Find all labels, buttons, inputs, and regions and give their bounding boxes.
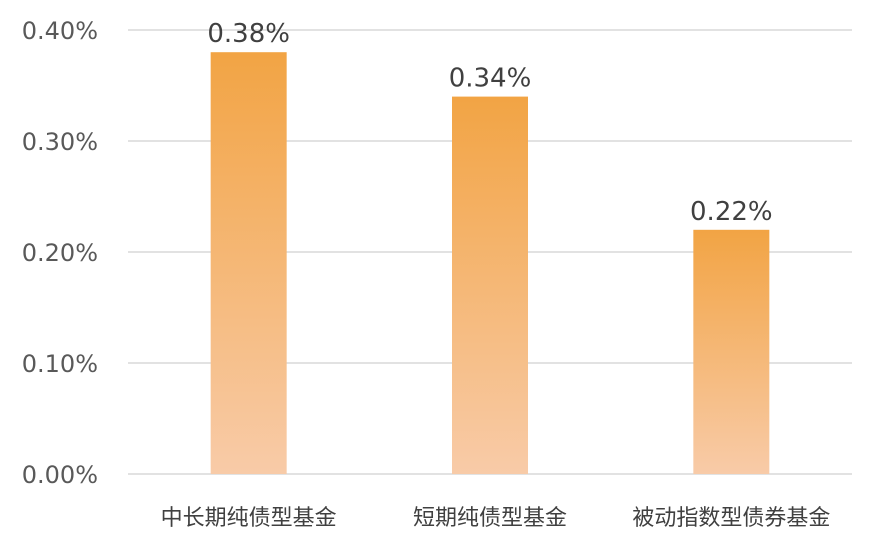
data-label: 0.38% (207, 19, 290, 49)
category-label: 短期纯债型基金 (413, 506, 567, 531)
y-tick-label: 0.00% (22, 461, 98, 489)
bar (210, 52, 287, 474)
y-tick-label: 0.30% (22, 128, 98, 156)
bar (693, 229, 770, 474)
data-label: 0.34% (449, 64, 532, 94)
y-tick-label: 0.10% (22, 350, 98, 378)
y-tick-label: 0.20% (22, 239, 98, 267)
x-axis-category-labels: 中长期纯债型基金 短期纯债型基金 被动指数型债券基金 (161, 506, 831, 531)
category-label: 中长期纯债型基金 (161, 506, 337, 531)
y-axis-tick-labels: 0.00% 0.10% 0.20% 0.30% 0.40% (22, 17, 98, 489)
bar (452, 96, 528, 474)
category-label: 被动指数型债券基金 (632, 506, 830, 531)
y-tick-label: 0.40% (22, 17, 98, 45)
data-label: 0.22% (690, 197, 773, 227)
bars (210, 52, 770, 474)
data-labels: 0.38% 0.34% 0.22% (207, 19, 772, 227)
